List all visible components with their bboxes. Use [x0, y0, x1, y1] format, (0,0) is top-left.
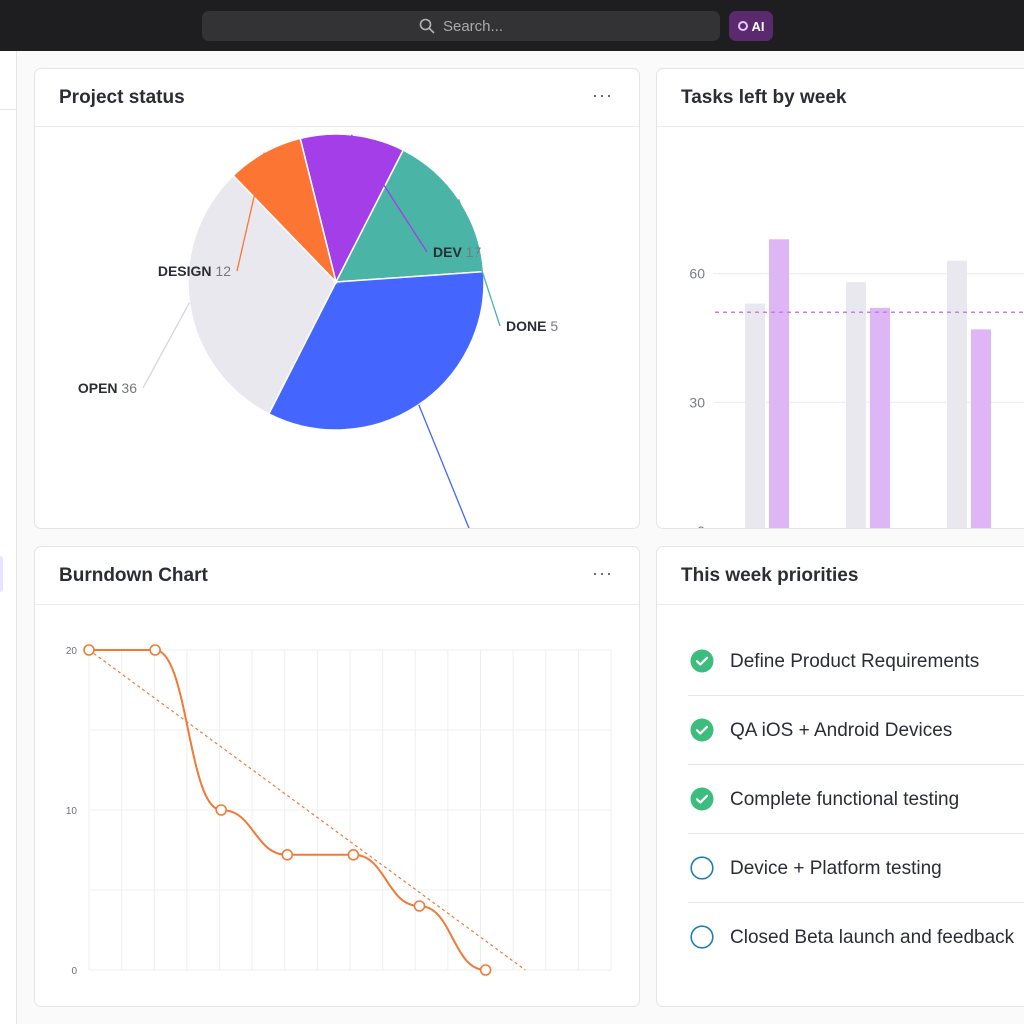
priority-label: Device + Platform testing	[730, 858, 942, 879]
check-circle-icon[interactable]	[690, 649, 714, 673]
priority-label: Complete functional testing	[730, 789, 960, 810]
empty-circle-icon[interactable]	[690, 925, 714, 949]
sidebar-divider	[0, 109, 16, 110]
priority-list: Define Product Requirements QA iOS + And…	[688, 627, 1024, 971]
burndown-line-chart: 0 10 20	[66, 644, 612, 977]
priority-item[interactable]: Complete functional testing	[688, 765, 1024, 834]
y-tick-label: 30	[689, 394, 705, 410]
pie-leader-line	[142, 302, 191, 389]
burndown-point[interactable]	[215, 804, 227, 816]
y-tick-label: 20	[66, 646, 78, 657]
priority-item[interactable]: QA iOS + Android Devices	[688, 696, 1024, 765]
priority-label: QA iOS + Android Devices	[730, 720, 953, 741]
bar[interactable]	[971, 329, 991, 528]
burndown-point[interactable]	[83, 644, 95, 656]
sidebar-active-marker	[0, 556, 3, 592]
y-tick-label: 0	[697, 523, 705, 528]
ideal-burndown-line	[88, 649, 526, 971]
search-placeholder: Search...	[442, 17, 504, 35]
card-title: Project status	[59, 87, 185, 108]
bar[interactable]	[769, 239, 789, 528]
burndown-point[interactable]	[149, 644, 161, 656]
bar[interactable]	[947, 260, 967, 528]
card-header: This week priorities	[657, 547, 1024, 605]
tasks-left-card: Tasks left by week 03060Week 1Week 2Week…	[656, 68, 1024, 529]
sidebar	[0, 51, 17, 1024]
card-header: Project status ···	[35, 69, 639, 127]
pie-slice-open[interactable]	[187, 174, 337, 415]
card-header: Tasks left by week	[657, 69, 1024, 127]
more-menu-icon[interactable]: ···	[592, 85, 613, 105]
pie-leader-line	[458, 199, 501, 327]
top-bar: Search... AI	[0, 0, 1024, 51]
burndown-point[interactable]	[479, 964, 492, 976]
burndown-point[interactable]	[347, 849, 360, 861]
burndown-card: Burndown Chart ··· 0 10 20	[34, 546, 640, 1007]
card-title: This week priorities	[681, 565, 859, 586]
check-circle-icon[interactable]	[690, 787, 714, 811]
ai-button[interactable]: AI	[729, 11, 773, 41]
pie-slice-dev[interactable]	[299, 133, 405, 285]
card-title: Burndown Chart	[59, 565, 208, 586]
pie-leader-line	[418, 404, 470, 528]
ai-icon	[737, 21, 748, 31]
bar[interactable]	[745, 303, 765, 528]
pie-label: OPEN 36	[78, 380, 137, 396]
pie-label: DONE 5	[506, 318, 558, 334]
search-bar[interactable]: Search...	[202, 11, 720, 41]
bar[interactable]	[846, 282, 866, 528]
y-tick-label: 0	[71, 966, 77, 977]
burndown-point[interactable]	[281, 849, 294, 861]
search-icon	[419, 18, 435, 34]
ai-label: AI	[751, 18, 765, 34]
burndown-point[interactable]	[413, 900, 426, 912]
more-menu-icon[interactable]: ···	[592, 563, 613, 583]
pie-leader-line	[350, 134, 428, 253]
tasks-left-bar-chart: 03060Week 1Week 2Week 3	[689, 239, 1024, 528]
priority-label: Define Product Requirements	[730, 651, 980, 672]
card-header: Burndown Chart ···	[35, 547, 639, 605]
priority-item[interactable]: Closed Beta launch and feedback	[688, 903, 1024, 971]
card-title: Tasks left by week	[681, 87, 847, 108]
priority-item[interactable]: Define Product Requirements	[688, 627, 1024, 696]
pie-slice-in-progress[interactable]	[267, 270, 485, 431]
bar[interactable]	[870, 307, 890, 528]
priorities-card: This week priorities Define Product Requ…	[656, 546, 1024, 1007]
y-tick-label: 10	[66, 806, 78, 817]
pie-leader-line	[236, 152, 265, 272]
priority-item[interactable]: Device + Platform testing	[688, 834, 1024, 903]
y-tick-label: 60	[689, 266, 705, 282]
empty-circle-icon[interactable]	[690, 856, 714, 880]
pie-label: DESIGN 12	[158, 263, 231, 279]
priority-label: Closed Beta launch and feedback	[730, 927, 1015, 948]
check-circle-icon[interactable]	[690, 718, 714, 742]
